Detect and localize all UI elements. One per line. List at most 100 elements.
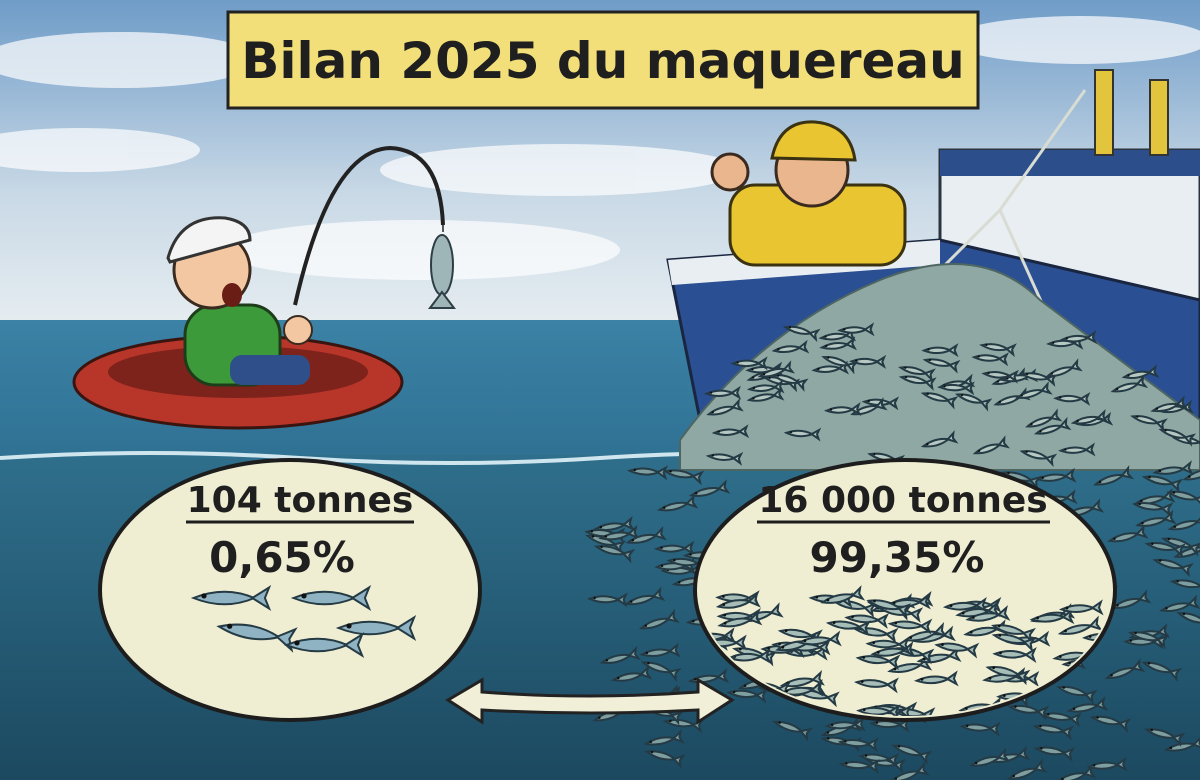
fish-eye	[1116, 387, 1119, 391]
fish	[1006, 758, 1048, 780]
fish-tail	[1096, 408, 1109, 423]
fish-eye	[851, 615, 854, 619]
fish-eye	[826, 731, 830, 734]
fish-eye	[999, 651, 1002, 655]
fish-eye	[693, 678, 697, 681]
fish-eye	[1088, 635, 1092, 638]
clouds	[0, 16, 1200, 280]
fish	[1144, 728, 1186, 748]
fish	[922, 358, 961, 374]
fish-eye	[873, 453, 876, 456]
fish	[1058, 599, 1104, 616]
fish-tail	[666, 608, 680, 624]
fish-tail	[1083, 689, 1098, 705]
fish-tail	[849, 402, 862, 416]
fish	[638, 608, 680, 630]
fish-tail	[1063, 467, 1077, 483]
fish-eye	[875, 721, 879, 724]
fish-tail	[817, 639, 831, 656]
fish-eye	[1012, 774, 1015, 778]
fish-tail	[919, 618, 933, 635]
fish	[981, 369, 1019, 384]
fish-eye	[778, 721, 781, 724]
fish-tail	[250, 585, 272, 611]
fish	[821, 356, 859, 375]
fish	[1093, 465, 1135, 486]
fish	[971, 352, 1009, 367]
fish	[858, 752, 900, 768]
fish	[1070, 408, 1109, 425]
fish-eye	[964, 707, 968, 710]
fish	[190, 585, 272, 611]
fish	[1127, 631, 1170, 650]
fish-eye	[1040, 747, 1043, 750]
fish	[599, 645, 641, 664]
fish-eye	[736, 361, 739, 364]
fish	[1144, 541, 1186, 558]
fish-eye	[1006, 377, 1009, 380]
fish-eye	[943, 385, 946, 388]
fish-eye	[673, 558, 676, 562]
fish-eye	[1151, 542, 1154, 546]
fish	[757, 360, 796, 378]
fish-tail	[769, 602, 784, 618]
fish	[1176, 612, 1200, 624]
fish-eye	[294, 640, 300, 646]
fish-eye	[965, 724, 969, 728]
fish	[898, 366, 936, 383]
fish-eye	[927, 348, 930, 351]
fish-eye	[1169, 746, 1173, 750]
fish-tail	[716, 668, 730, 684]
fish-eye	[1165, 607, 1168, 610]
fish	[656, 494, 699, 512]
fish-tail	[921, 707, 936, 716]
fish-eye	[904, 366, 907, 369]
fish-tail	[945, 396, 959, 410]
fish-eye	[969, 630, 973, 634]
fish	[965, 605, 1011, 622]
fish-eye	[784, 629, 788, 633]
fish	[1025, 408, 1063, 428]
fish-tail	[996, 605, 1011, 621]
fish-tail	[1026, 670, 1040, 687]
fish-eye	[751, 376, 755, 379]
fish-tail	[996, 747, 1011, 762]
fish-eye	[1052, 341, 1055, 344]
fish-tail	[974, 596, 988, 613]
fish-eye	[692, 619, 695, 623]
cloud	[0, 128, 200, 172]
fish	[855, 654, 901, 671]
fish-eye	[781, 645, 785, 649]
fish-eye	[961, 611, 965, 615]
fish-tail	[945, 430, 959, 444]
fish	[1029, 608, 1075, 625]
fish-tail	[909, 607, 924, 623]
panel-share: 0,65%	[209, 533, 355, 582]
fish	[1110, 589, 1152, 609]
fish	[598, 524, 640, 541]
fish	[979, 343, 1017, 358]
fish-tail	[874, 397, 888, 411]
fish-eye	[752, 397, 755, 400]
fish-tail	[892, 758, 906, 774]
fish-eye	[832, 621, 836, 625]
panel-share: 99,35%	[810, 533, 985, 582]
fish	[887, 618, 933, 635]
fish-tail	[1181, 460, 1194, 476]
hooked-fish	[430, 234, 454, 296]
fish-eye	[817, 367, 820, 371]
fish-eye	[593, 596, 596, 600]
fish-tail	[1069, 358, 1083, 372]
fist	[710, 152, 750, 192]
fish	[1059, 330, 1098, 345]
fish-eye	[1136, 415, 1139, 418]
fish-tail	[737, 424, 750, 439]
fish-tail	[782, 360, 796, 374]
fish	[838, 758, 880, 774]
fish-eye	[590, 530, 594, 533]
fish	[903, 621, 948, 642]
fish	[711, 424, 750, 439]
mast	[1094, 69, 1114, 156]
fish	[625, 525, 667, 544]
fish-eye	[711, 454, 714, 457]
